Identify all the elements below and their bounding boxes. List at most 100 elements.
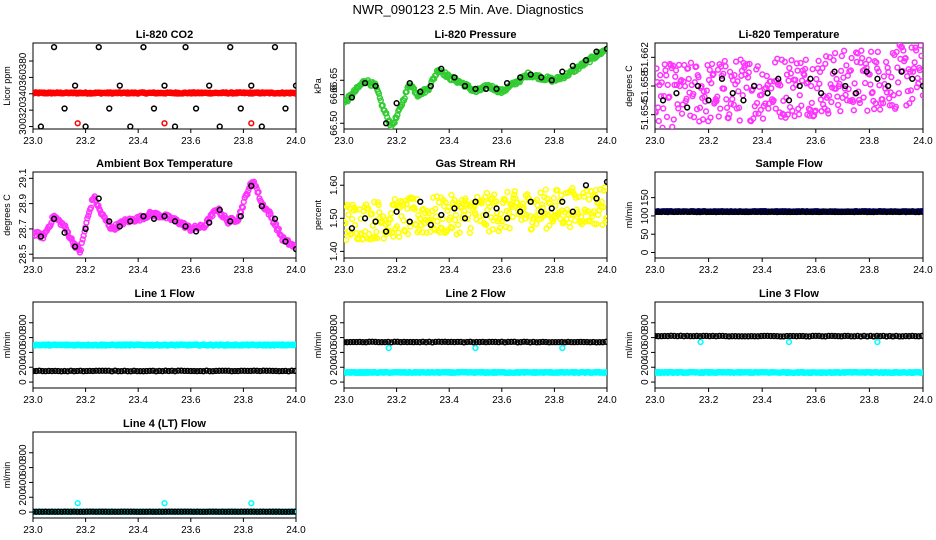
reference-point bbox=[596, 339, 603, 346]
reference-point bbox=[272, 367, 280, 375]
reference-point bbox=[37, 123, 45, 129]
y-tick-label: 200 bbox=[18, 358, 29, 375]
y-tick-label: 600 bbox=[18, 459, 29, 476]
reference-point bbox=[64, 508, 71, 515]
average-point bbox=[672, 67, 680, 74]
average-point bbox=[787, 70, 794, 77]
average-point bbox=[708, 60, 716, 68]
reference-point bbox=[764, 208, 771, 216]
reference-point bbox=[870, 333, 877, 340]
reference-point bbox=[288, 508, 295, 515]
reference-point bbox=[523, 338, 531, 346]
average-point bbox=[467, 225, 474, 232]
reference-point bbox=[828, 332, 836, 340]
reference-point bbox=[493, 205, 500, 212]
average-point bbox=[812, 107, 819, 114]
average-point bbox=[908, 44, 915, 51]
average-point bbox=[714, 93, 721, 100]
average-point bbox=[826, 54, 833, 61]
reference-point bbox=[725, 208, 733, 216]
reference-point bbox=[282, 508, 289, 515]
plot-frame bbox=[343, 171, 608, 259]
average-point bbox=[895, 90, 903, 97]
average-point bbox=[78, 239, 85, 247]
y-tick-label: 50 bbox=[640, 228, 651, 240]
reference-point bbox=[848, 333, 855, 340]
average-point bbox=[906, 100, 913, 107]
reference-point bbox=[187, 508, 194, 515]
average-point bbox=[862, 60, 870, 68]
reference-point bbox=[700, 332, 707, 340]
reference-point bbox=[124, 508, 131, 515]
reference-point bbox=[684, 208, 691, 215]
average-point bbox=[401, 95, 408, 102]
reference-point bbox=[89, 367, 97, 375]
reference-point bbox=[569, 62, 576, 70]
reference-point bbox=[438, 65, 445, 72]
x-tick-label: 23.0 bbox=[23, 525, 43, 536]
panel-line4: Line 4 (LT) Flow ml/min 23.0 23.2 23.4 23.6 23… bbox=[2, 418, 306, 536]
average-point bbox=[807, 82, 815, 90]
reference-point bbox=[470, 339, 477, 346]
average-point bbox=[830, 57, 837, 64]
average-point bbox=[842, 91, 849, 99]
reference-point bbox=[187, 367, 194, 375]
average-point bbox=[663, 72, 670, 79]
average-point bbox=[918, 52, 923, 59]
reference-point bbox=[381, 338, 389, 346]
average-point bbox=[768, 85, 775, 92]
reference-point bbox=[279, 508, 286, 515]
average-point bbox=[903, 73, 911, 80]
x-tick-label: 23.4 bbox=[752, 265, 772, 276]
reference-point bbox=[659, 97, 667, 104]
reference-point bbox=[873, 332, 881, 340]
panel-title: Sample Flow bbox=[755, 158, 823, 170]
panel-title: Line 3 Flow bbox=[759, 288, 819, 300]
reference-point bbox=[184, 508, 191, 515]
reference-point bbox=[50, 215, 58, 222]
panel-title: Ambient Box Temperature bbox=[96, 158, 233, 170]
average-point bbox=[893, 48, 900, 56]
reference-point bbox=[258, 123, 265, 129]
average-point bbox=[890, 91, 897, 99]
average-point bbox=[876, 106, 884, 113]
average-point bbox=[375, 201, 382, 209]
reference-point bbox=[883, 208, 890, 216]
reference-point bbox=[247, 508, 254, 515]
reference-point bbox=[48, 367, 56, 375]
reference-point bbox=[250, 367, 258, 374]
reference-point bbox=[165, 508, 172, 515]
average-point bbox=[745, 69, 752, 76]
reference-point bbox=[486, 338, 493, 346]
reference-point bbox=[842, 82, 849, 90]
average-point bbox=[491, 191, 498, 198]
x-tick-label: 23.6 bbox=[181, 395, 201, 406]
reference-point bbox=[687, 332, 694, 340]
reference-point bbox=[115, 368, 122, 375]
reference-point bbox=[590, 338, 597, 346]
y-tick-label: 66.50 bbox=[329, 110, 340, 135]
y-tick-label: 800 bbox=[329, 314, 340, 331]
average-point bbox=[460, 207, 468, 214]
reference-point bbox=[209, 368, 217, 375]
reference-point bbox=[774, 332, 781, 340]
reference-point bbox=[175, 508, 182, 515]
reference-point bbox=[571, 338, 578, 346]
x-tick-label: 24.0 bbox=[286, 136, 306, 147]
reference-point bbox=[893, 208, 900, 216]
reference-point bbox=[539, 338, 546, 346]
reference-point bbox=[655, 333, 662, 340]
y-axis-label: ml/min bbox=[624, 332, 634, 359]
reference-point bbox=[161, 82, 168, 89]
reference-point bbox=[774, 208, 781, 216]
average-point bbox=[684, 65, 692, 72]
reference-point bbox=[790, 208, 797, 216]
plot-area bbox=[344, 45, 607, 129]
reference-point bbox=[905, 208, 913, 215]
reference-point bbox=[140, 213, 147, 220]
average-point bbox=[497, 210, 505, 218]
reference-point bbox=[193, 367, 201, 375]
reference-point bbox=[200, 368, 207, 375]
reference-point bbox=[461, 82, 469, 90]
reference-point bbox=[680, 208, 688, 215]
